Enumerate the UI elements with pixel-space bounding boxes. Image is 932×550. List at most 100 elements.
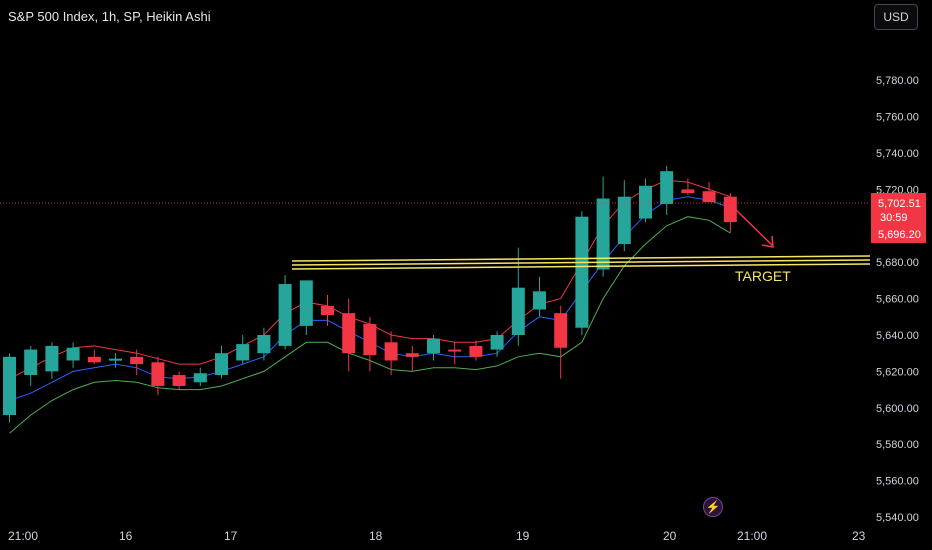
price-tick-label: 5,580.00 [876, 439, 919, 451]
price-tag-countdown: 30:59 [880, 212, 908, 224]
candle-body [342, 313, 356, 354]
overlay-layer: TARGET [0, 202, 871, 284]
chart-title: S&P 500 Index, 1h, SP, Heikin Ashi [8, 9, 211, 24]
target-label: TARGET [735, 268, 791, 284]
candle-body [639, 185, 652, 219]
candle[interactable] [533, 276, 546, 317]
candle[interactable] [554, 305, 568, 379]
candle-body [490, 335, 504, 350]
candle[interactable] [3, 353, 16, 423]
time-tick-label: 23 [852, 529, 866, 543]
candle[interactable] [617, 180, 631, 252]
candle[interactable] [575, 211, 589, 335]
candle[interactable] [87, 349, 101, 365]
candle[interactable] [257, 327, 271, 361]
price-tick-label: 5,560.00 [876, 476, 919, 488]
candle[interactable] [511, 247, 525, 346]
candle-body [45, 345, 59, 372]
candle[interactable] [384, 331, 398, 376]
candle[interactable] [151, 356, 165, 396]
candle-body [130, 356, 144, 365]
candle-body [427, 338, 440, 354]
candles-layer [3, 165, 737, 423]
candle[interactable] [596, 176, 610, 277]
price-tag: 5,702.51 30:59 5,696.20 [871, 193, 926, 243]
target-zone[interactable] [291, 255, 871, 270]
currency-button[interactable]: USD [874, 4, 918, 30]
candle[interactable] [45, 342, 59, 379]
candle-body [702, 191, 716, 203]
candle-body [723, 196, 737, 223]
candle[interactable] [448, 342, 462, 365]
time-tick-label: 19 [516, 529, 530, 543]
candle-body [617, 196, 631, 244]
candle-body [554, 313, 568, 348]
time-axis[interactable]: 21:00 16 17 18 19 20 21:00 23 [8, 529, 866, 543]
candle-body [321, 305, 334, 315]
candle[interactable] [702, 182, 716, 203]
candle-body [3, 356, 16, 416]
candle[interactable] [109, 353, 122, 368]
price-axis[interactable]: 5,540.00 5,560.00 5,580.00 5,600.00 5,620.00… [876, 75, 919, 524]
candle-body [87, 356, 101, 363]
candle[interactable] [490, 331, 504, 357]
candle-body [236, 344, 250, 361]
price-tick-label: 5,620.00 [876, 366, 919, 378]
candle-body [278, 284, 292, 346]
candle-body [215, 353, 228, 376]
candle[interactable] [427, 335, 440, 361]
time-tick-label: 20 [663, 529, 677, 543]
price-tick-label: 5,540.00 [876, 512, 919, 524]
candle[interactable] [342, 298, 356, 372]
candle[interactable] [66, 342, 80, 368]
price-tick-label: 5,660.00 [876, 294, 919, 306]
candle-body [257, 335, 271, 354]
candle[interactable] [172, 371, 186, 390]
candle-body [151, 362, 165, 386]
candle[interactable] [469, 340, 483, 361]
candle[interactable] [639, 178, 652, 223]
candle-body [299, 280, 313, 326]
candle-body [575, 216, 589, 328]
price-tick-label: 5,780.00 [876, 75, 919, 87]
candle[interactable] [236, 335, 250, 365]
time-tick-label: 18 [369, 529, 383, 543]
price-tick-label: 5,740.00 [876, 148, 919, 160]
lightning-bolt-icon[interactable]: ⚡ [703, 497, 723, 517]
projection-arrow [731, 205, 774, 248]
candle[interactable] [299, 280, 313, 335]
candle[interactable] [321, 294, 334, 326]
candle-body [681, 189, 695, 194]
time-tick-label: 16 [119, 529, 133, 543]
candle[interactable] [130, 349, 144, 376]
candle-body [363, 324, 377, 356]
price-tag-price: 5,702.51 [878, 198, 921, 210]
price-tag-sub-price: 5,696.20 [878, 229, 921, 241]
price-tick-label: 5,600.00 [876, 403, 919, 415]
candle[interactable] [660, 165, 674, 215]
candle[interactable] [681, 178, 695, 195]
candle-body [533, 291, 546, 310]
candle-body [405, 353, 419, 357]
price-tick-label: 5,680.00 [876, 257, 919, 269]
candle[interactable] [215, 345, 228, 379]
candle[interactable] [723, 193, 737, 234]
candle-body [660, 171, 674, 204]
candle-body [469, 345, 483, 357]
candle[interactable] [363, 316, 377, 372]
candle-body [66, 347, 80, 361]
candle-body [109, 358, 122, 361]
candle[interactable] [193, 367, 207, 386]
candle-body [172, 375, 186, 386]
candle[interactable] [405, 345, 419, 372]
price-tick-label: 5,640.00 [876, 330, 919, 342]
time-tick-label: 21:00 [8, 529, 38, 543]
candle-body [511, 287, 525, 335]
candle-body [384, 342, 398, 361]
candle[interactable] [278, 274, 292, 350]
time-tick-label: 17 [224, 529, 238, 543]
time-tick-label: 21:00 [737, 529, 767, 543]
candle[interactable] [24, 345, 38, 386]
candle-body [596, 198, 610, 270]
